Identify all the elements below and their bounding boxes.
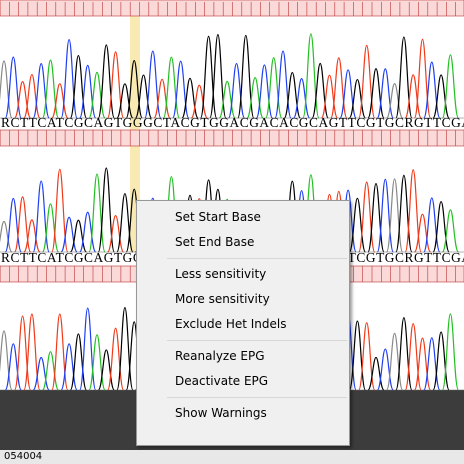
trace-peak: [396, 37, 412, 118]
sequence-text: RCTTCATCGCAGTGGGCTACGTGGACGACACGCAGTTCGT…: [1, 115, 464, 130]
menu-item[interactable]: Less sensitivity: [137, 262, 349, 287]
trace-peak: [52, 169, 68, 252]
box-row: [0, 0, 464, 16]
menu-item[interactable]: Set Start Base: [137, 205, 349, 230]
trace-peak: [238, 35, 254, 118]
trace-peak: [359, 45, 375, 118]
trace-peak: [52, 314, 68, 390]
menu-separator: [167, 397, 347, 398]
menu-item[interactable]: Exclude Het Indels: [137, 312, 349, 337]
trace-peak: [331, 58, 347, 118]
menu-separator: [167, 340, 347, 341]
box-row: [0, 130, 464, 146]
trace-peak: [415, 39, 431, 118]
trace-peak: [442, 55, 458, 118]
trace-viewer: RCTTCATCGCAGTGGGCTACGTGGACGACACGCAGTTCGT…: [0, 0, 464, 464]
status-label: 054004: [4, 451, 42, 462]
status-bar: 054004: [0, 450, 464, 464]
menu-item[interactable]: Show Warnings: [137, 401, 349, 426]
trace-peak: [80, 308, 96, 390]
menu-separator: [167, 258, 347, 259]
trace-peak: [145, 51, 161, 118]
menu-item[interactable]: More sensitivity: [137, 287, 349, 312]
menu-item[interactable]: Deactivate EPG: [137, 369, 349, 394]
trace-peak: [442, 314, 458, 390]
trace-peak: [0, 61, 12, 118]
trace-peak: [303, 34, 319, 118]
trace-peak: [61, 40, 77, 118]
menu-item[interactable]: Set End Base: [137, 230, 349, 255]
trace-peak: [33, 181, 49, 252]
menu-item[interactable]: Reanalyze EPG: [137, 344, 349, 369]
